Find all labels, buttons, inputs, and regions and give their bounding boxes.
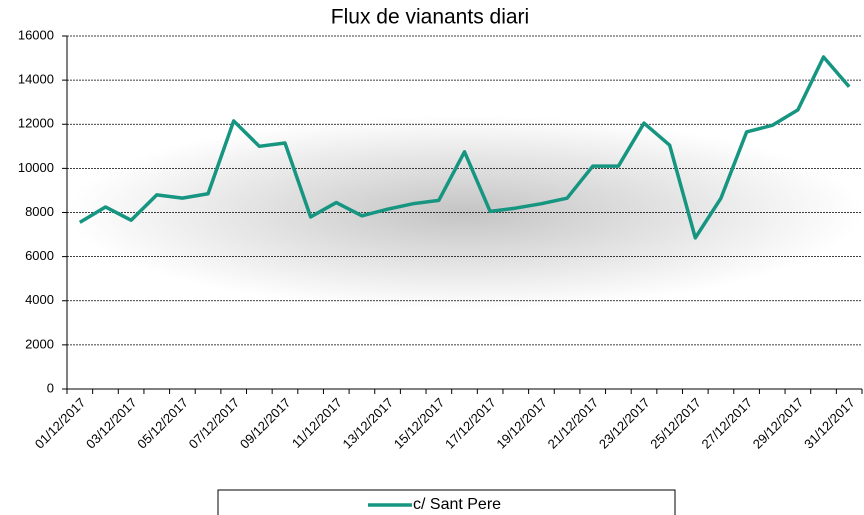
series-line — [78, 55, 851, 240]
x-tick-label: 31/12/2017 — [801, 395, 858, 452]
y-tick-label: 16000 — [18, 27, 54, 42]
y-tick-label: 2000 — [25, 336, 54, 351]
x-tick-label: 01/12/2017 — [32, 395, 89, 452]
y-tick-label: 0 — [47, 380, 54, 395]
y-tick-label: 10000 — [18, 160, 54, 175]
legend-label: c/ Sant Pere — [413, 496, 501, 513]
y-tick-label: 4000 — [25, 292, 54, 307]
x-tick-label: 15/12/2017 — [391, 395, 448, 452]
x-tick-label: 09/12/2017 — [237, 395, 294, 452]
x-tick-label: 05/12/2017 — [134, 395, 191, 452]
x-tick-label: 13/12/2017 — [339, 395, 396, 452]
legend-box — [217, 489, 676, 515]
y-tick-label: 8000 — [25, 204, 54, 219]
x-tick-label: 23/12/2017 — [596, 395, 653, 452]
x-tick-label: 07/12/2017 — [186, 395, 243, 452]
x-tick-label: 21/12/2017 — [545, 395, 602, 452]
x-tick-label: 17/12/2017 — [442, 395, 499, 452]
chart-title: Flux de vianants diari — [331, 6, 529, 29]
y-tick-label: 14000 — [18, 72, 54, 87]
x-tick-label: 29/12/2017 — [750, 395, 807, 452]
legend: c/ Sant Pere — [217, 489, 676, 515]
x-tick-label: 11/12/2017 — [289, 395, 345, 451]
x-tick-label: 25/12/2017 — [647, 395, 704, 452]
x-tick-label: 27/12/2017 — [699, 395, 756, 452]
x-tick-label: 03/12/2017 — [83, 395, 140, 452]
x-tick-label: 19/12/2017 — [493, 395, 550, 452]
y-tick-label: 12000 — [18, 116, 54, 131]
y-tick-label: 6000 — [25, 248, 54, 263]
